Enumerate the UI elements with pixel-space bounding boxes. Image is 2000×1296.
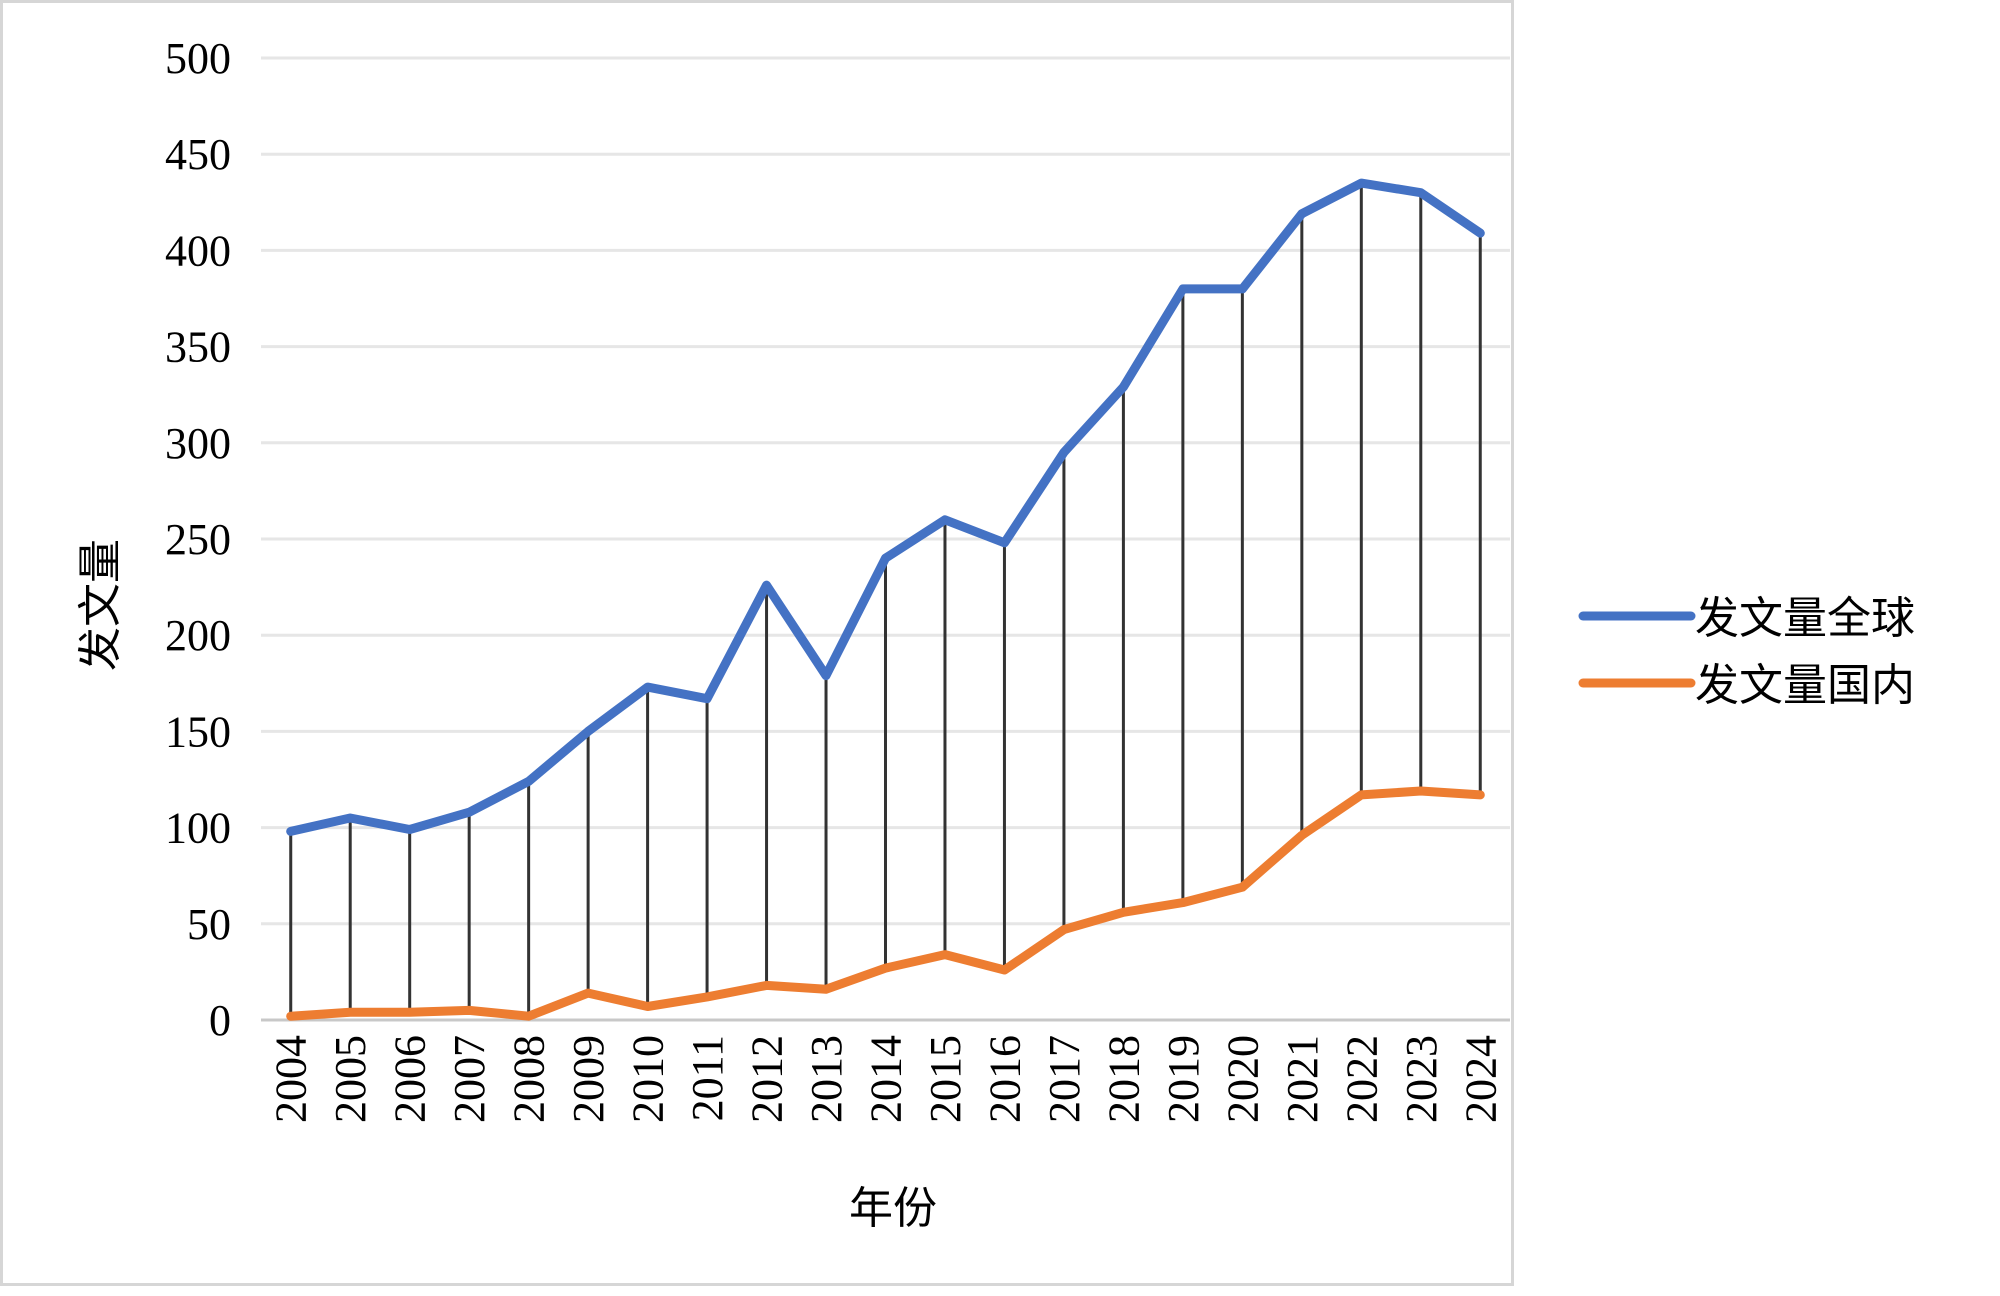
x-tick-label: 2014 xyxy=(862,1035,911,1123)
x-tick-labels: 2004 2005 2006 2007 2008 2009 2010 2011 2012 2013… xyxy=(267,1035,1506,1123)
x-axis-title: 年份 xyxy=(849,1183,937,1234)
y-tick-label: 0 xyxy=(209,996,231,1045)
x-tick-label: 2019 xyxy=(1159,1035,1208,1123)
y-tick-label: 50 xyxy=(187,900,231,949)
drop-lines xyxy=(289,183,1482,1017)
y-tick-label: 400 xyxy=(165,226,231,275)
x-tick-label: 2007 xyxy=(445,1035,494,1123)
y-tick-label: 350 xyxy=(165,323,231,372)
legend-label-domestic: 发文量国内 xyxy=(1695,660,1915,711)
x-tick-label: 2012 xyxy=(743,1035,792,1123)
y-tick-labels: 0 50 100 150 200 250 300 350 400 450 500 xyxy=(165,34,231,1045)
x-tick-label: 2016 xyxy=(980,1035,1029,1123)
x-tick-label: 2015 xyxy=(921,1035,970,1123)
y-tick-label: 100 xyxy=(165,804,231,853)
x-tick-label: 2013 xyxy=(802,1035,851,1123)
x-tick-label: 2020 xyxy=(1218,1035,1267,1123)
y-tick-label: 200 xyxy=(165,611,231,660)
y-axis-title: 发文量 xyxy=(75,539,126,671)
x-tick-label: 2008 xyxy=(505,1035,554,1123)
x-tick-label: 2005 xyxy=(326,1035,375,1123)
series-line-global xyxy=(286,178,1485,836)
y-tick-label: 250 xyxy=(165,515,231,564)
x-tick-label: 2017 xyxy=(1040,1035,1089,1123)
x-tick-label: 2010 xyxy=(624,1035,673,1123)
x-tick-label: 2009 xyxy=(564,1035,613,1123)
x-tick-label: 2021 xyxy=(1278,1035,1327,1123)
x-tick-label: 2023 xyxy=(1397,1035,1446,1123)
y-tick-label: 500 xyxy=(165,34,231,83)
x-tick-label: 2018 xyxy=(1099,1035,1148,1123)
chart-frame: 0 50 100 150 200 250 300 350 400 450 500 2004 2005 2… xyxy=(0,0,1915,1286)
y-tick-label: 450 xyxy=(165,130,231,179)
y-tick-label: 300 xyxy=(165,419,231,468)
x-tick-label: 2006 xyxy=(386,1035,435,1123)
x-tick-label: 2024 xyxy=(1456,1035,1505,1123)
x-tick-label: 2004 xyxy=(267,1035,316,1123)
y-tick-label: 150 xyxy=(165,707,231,756)
series-lines xyxy=(286,178,1485,1021)
x-tick-label: 2022 xyxy=(1337,1035,1386,1123)
legend: 发文量全球 发文量国内 xyxy=(1578,593,1915,711)
x-tick-label: 2011 xyxy=(683,1035,732,1121)
series-line-domestic xyxy=(286,786,1485,1021)
legend-label-global: 发文量全球 xyxy=(1695,593,1915,644)
